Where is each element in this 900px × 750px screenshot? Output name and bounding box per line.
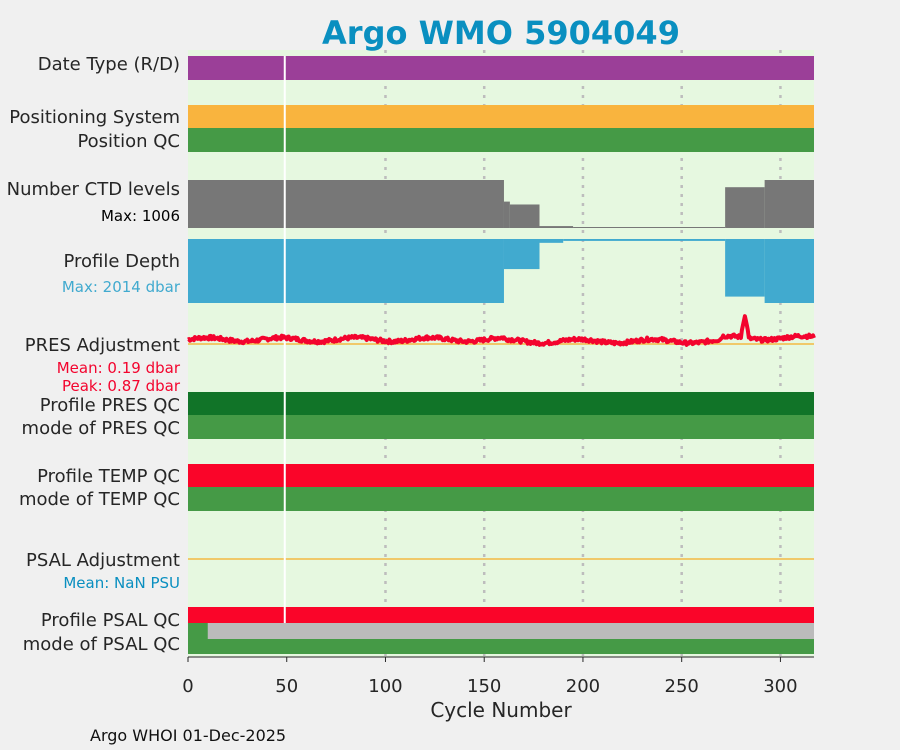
chart-title: Argo WMO 5904049 [322, 14, 680, 52]
bar-date-type [188, 56, 814, 80]
label-depth-max: Max: 2014 dbar [62, 278, 181, 296]
label-pres-mean: Mean: 0.19 dbar [57, 359, 181, 377]
profile-depth-segment-4 [725, 239, 765, 297]
bar-mode-pres-qc [188, 415, 814, 439]
x-tick-label-50: 50 [275, 676, 298, 697]
label-mode-temp-qc: mode of TEMP QC [19, 489, 180, 510]
bar-profile-psal-qc [188, 607, 814, 623]
label-psal-mean: Mean: NaN PSU [63, 574, 180, 592]
pres-adjustment-series [187, 314, 816, 347]
label-ctd-max: Max: 1006 [101, 207, 180, 225]
label-pres-adjustment: PRES Adjustment [25, 335, 180, 356]
profile-depth-segment-2 [539, 239, 564, 243]
ctd-levels-segment-3 [539, 226, 574, 228]
bar-profile-temp-qc [188, 464, 814, 487]
pres-adjustment-line [187, 314, 816, 347]
profile-depth-segment-3 [563, 239, 726, 241]
ctd-levels-segment-2 [509, 204, 540, 228]
row-labels: Date Type (R/D) Positioning System Positio… [7, 54, 181, 655]
x-tick-label-250: 250 [665, 676, 699, 697]
x-axis: 0 50 100 150 200 250 300 [182, 656, 814, 697]
ctd-levels-segment-5 [725, 187, 765, 228]
label-profile-temp-qc: Profile TEMP QC [37, 466, 180, 487]
label-ctd-levels: Number CTD levels [7, 179, 180, 200]
x-tick-label-0: 0 [182, 676, 193, 697]
x-tick-label-300: 300 [763, 676, 797, 697]
label-date-type: Date Type (R/D) [38, 54, 180, 75]
x-tick-label-150: 150 [467, 676, 501, 697]
bar-profile-pres-qc [188, 392, 814, 415]
label-pres-peak: Peak: 0.87 dbar [62, 377, 181, 395]
ctd-levels-segment-0 [188, 180, 504, 228]
x-tick-label-200: 200 [566, 676, 600, 697]
ctd-levels-segment-1 [503, 201, 510, 228]
label-profile-psal-qc: Profile PSAL QC [41, 610, 180, 631]
label-position-qc: Position QC [77, 131, 180, 152]
bar-mode-psal-qc-gray [207, 623, 815, 639]
profile-depth-segment-1 [503, 239, 540, 270]
chart-bars [188, 56, 815, 654]
label-mode-pres-qc: mode of PRES QC [22, 418, 180, 439]
label-profile-depth: Profile Depth [63, 251, 180, 272]
label-mode-psal-qc: mode of PSAL QC [23, 634, 180, 655]
x-tick-label-100: 100 [368, 676, 402, 697]
profile-depth-segment-0 [188, 239, 504, 303]
label-psal-adjustment: PSAL Adjustment [26, 550, 180, 571]
label-profile-pres-qc: Profile PRES QC [40, 395, 180, 416]
ctd-levels-segment-6 [764, 180, 814, 228]
profile-depth-segment-5 [764, 239, 814, 303]
bar-mode-temp-qc [188, 487, 814, 511]
label-positioning-system: Positioning System [9, 107, 180, 128]
footer-credit: Argo WHOI 01-Dec-2025 [90, 726, 286, 745]
bar-position-qc [188, 128, 814, 152]
x-axis-label: Cycle Number [430, 698, 572, 722]
ctd-levels-segment-4 [573, 227, 726, 228]
bar-positioning-system [188, 105, 814, 128]
